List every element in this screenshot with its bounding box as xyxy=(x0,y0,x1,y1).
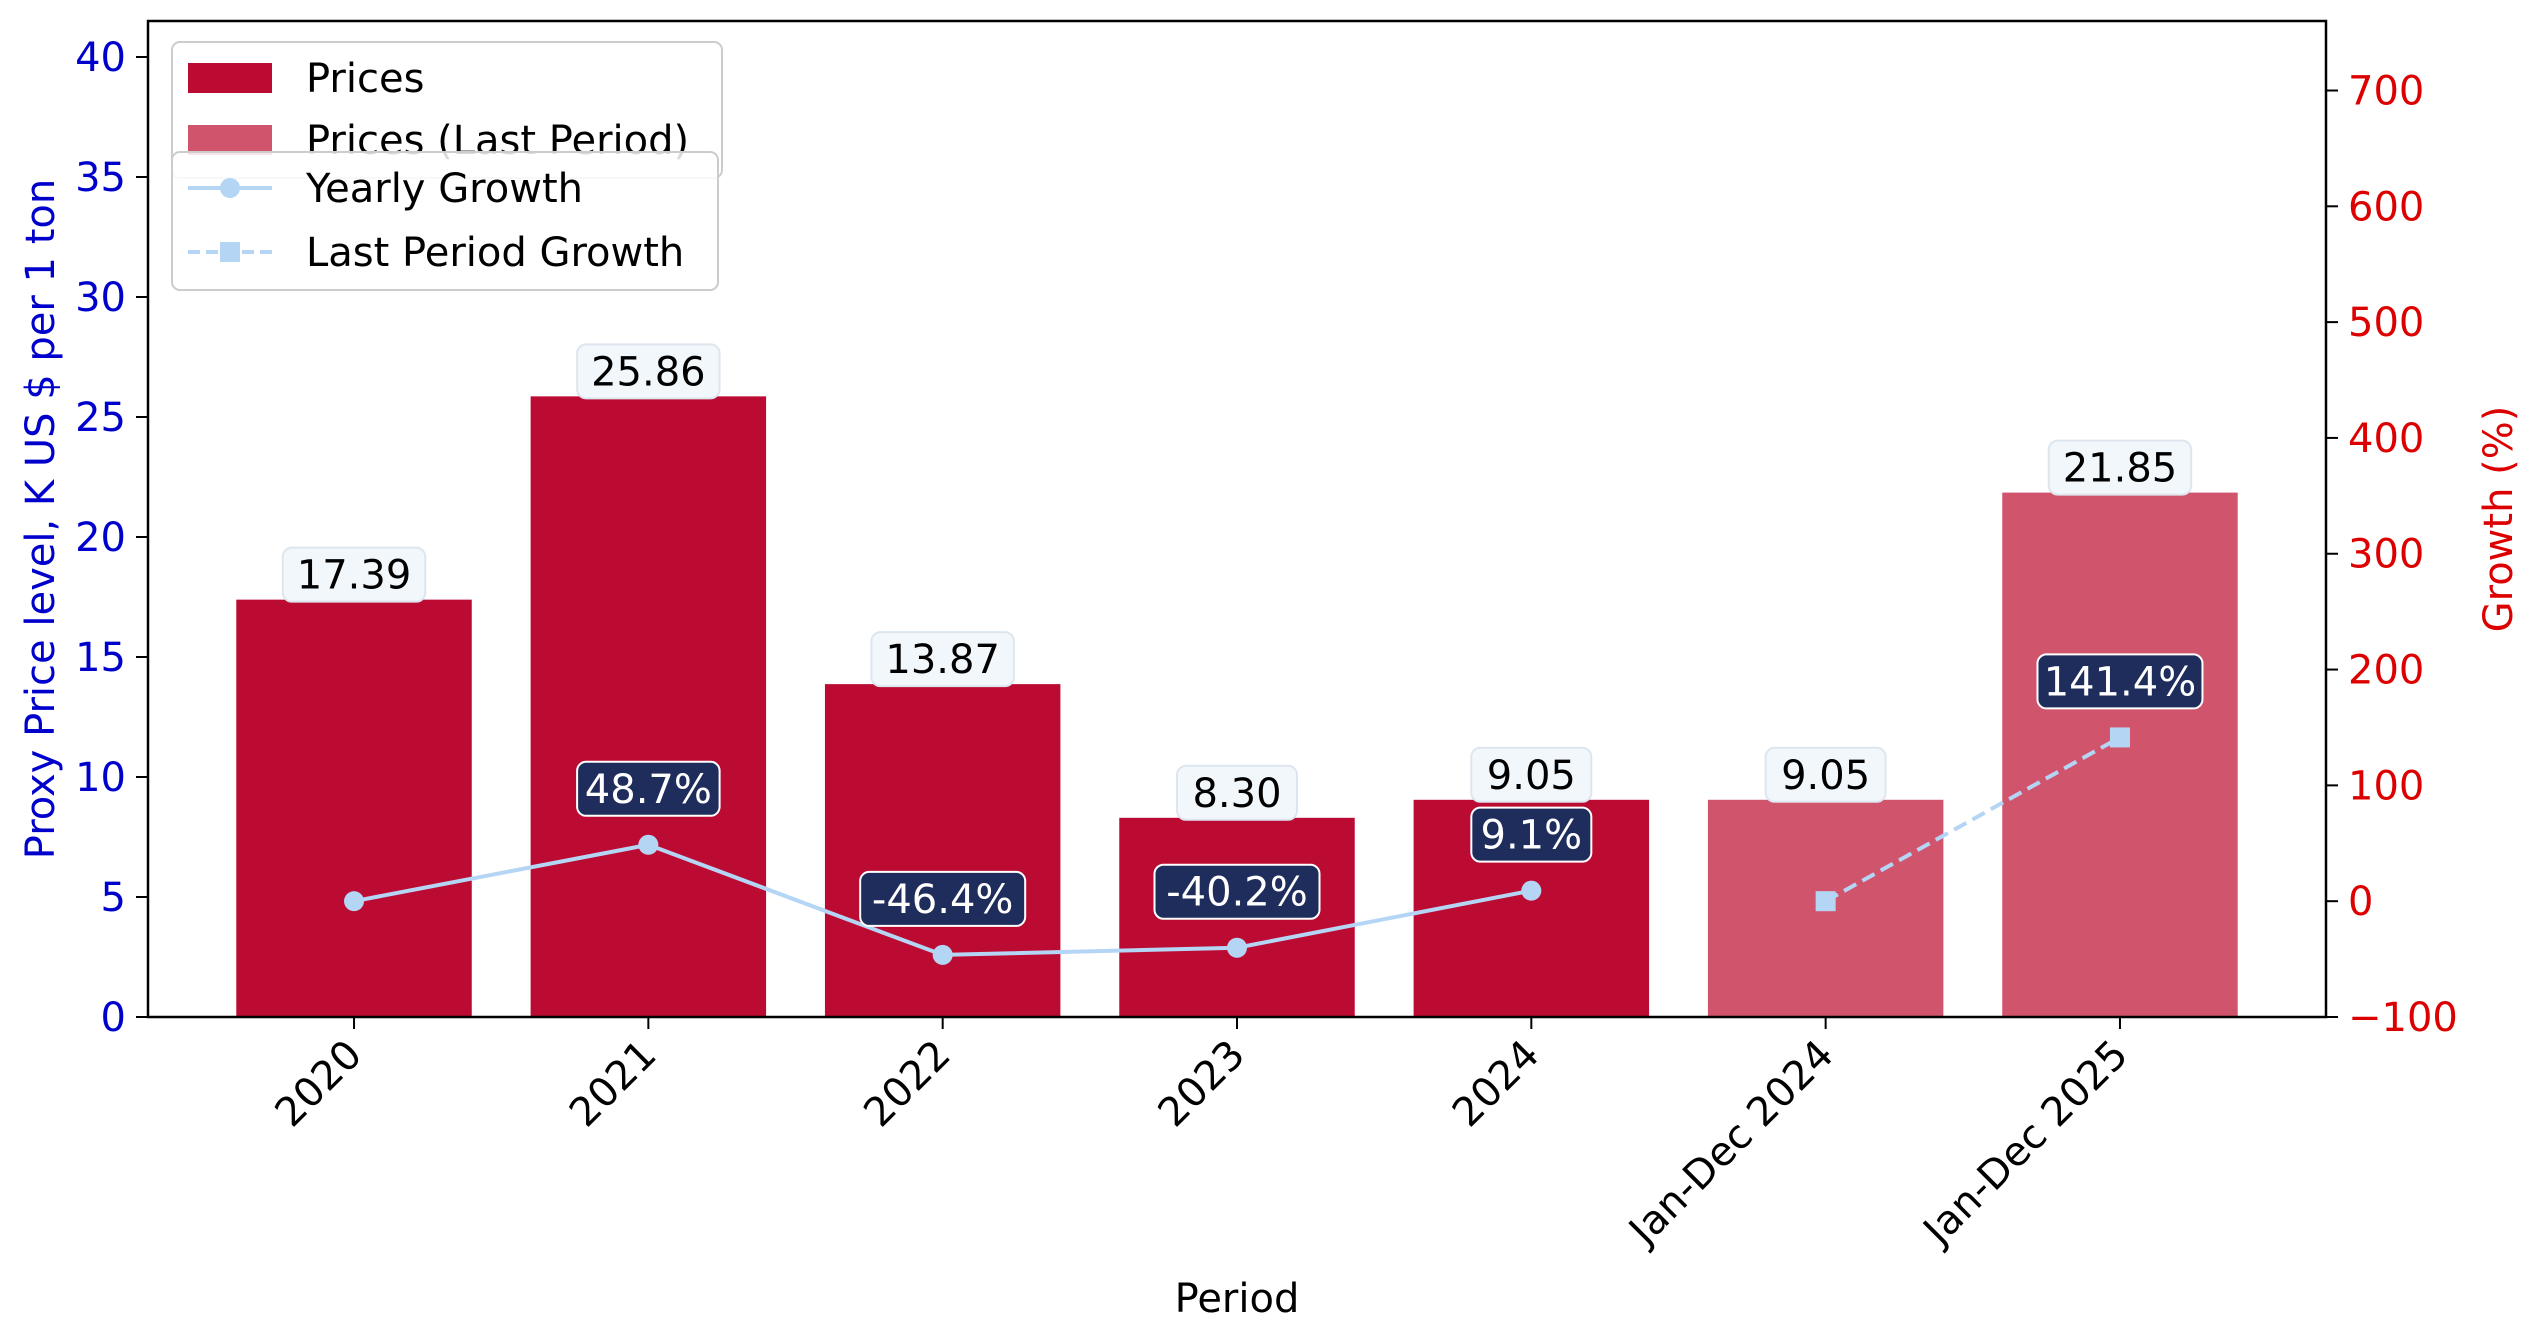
svg-text:17.39: 17.39 xyxy=(297,553,412,599)
price-value-label: 17.39 xyxy=(281,546,427,603)
svg-text:9.05: 9.05 xyxy=(1487,753,1576,799)
last-period-growth-line xyxy=(1824,735,2121,903)
growth-value-label: -40.2% xyxy=(1153,863,1321,920)
svg-text:8.30: 8.30 xyxy=(1192,771,1281,817)
x-tick-label: Jan-Dec 2024 xyxy=(1619,1032,1843,1256)
left-tick-label: 35 xyxy=(75,155,126,201)
price-value-label: 25.86 xyxy=(576,343,721,400)
svg-text:9.1%: 9.1% xyxy=(1481,813,1583,859)
bars-layer xyxy=(236,396,2238,1018)
x-tick-label: 2024 xyxy=(1444,1032,1549,1137)
right-tick-label: 600 xyxy=(2348,184,2424,230)
left-tick-label: 15 xyxy=(75,635,126,681)
left-tick-label: 10 xyxy=(75,755,126,801)
left-axis-title: Proxy Price level, K US $ per 1 ton xyxy=(18,179,64,859)
price-value-label: 13.87 xyxy=(870,631,1015,688)
growth-value-label: 48.7% xyxy=(576,760,721,817)
legend-label: Last Period Growth xyxy=(306,230,684,276)
bar-2021 xyxy=(530,396,767,1017)
left-tick-label: 30 xyxy=(75,275,126,321)
x-axis-title: Period xyxy=(1175,1276,1300,1322)
right-tick-label: 100 xyxy=(2348,763,2424,809)
data-labels-layer: 17.39 25.86 13.87 8.30 9.05 9.05 21.85 48.7% -46… xyxy=(281,343,2204,927)
svg-text:21.85: 21.85 xyxy=(2063,446,2178,492)
growth-value-label: -46.4% xyxy=(859,870,1027,927)
left-tick-label: 20 xyxy=(75,515,126,561)
growth-lines-layer xyxy=(344,727,2130,965)
left-tick-label: 5 xyxy=(101,875,126,921)
growth-marker xyxy=(1227,937,1247,958)
right-tick-label: 500 xyxy=(2348,300,2424,346)
right-tick-label: 400 xyxy=(2348,416,2424,462)
x-tick-label: Jan-Dec 2025 xyxy=(1913,1032,2137,1256)
right-tick-label: 200 xyxy=(2348,648,2424,694)
left-tick-label: 0 xyxy=(101,995,126,1041)
growth-marker xyxy=(344,891,365,912)
svg-text:13.87: 13.87 xyxy=(885,637,1000,683)
growth-marker xyxy=(1521,880,1542,901)
growth-marker xyxy=(2109,727,2130,748)
legend-label: Prices xyxy=(306,56,424,102)
x-tick-label: 2022 xyxy=(855,1032,960,1137)
growth-value-label: 9.1% xyxy=(1470,806,1593,863)
bar-2020 xyxy=(236,599,472,1017)
svg-text:25.86: 25.86 xyxy=(591,349,706,395)
growth-marker xyxy=(932,944,953,965)
growth-value-label: 141.4% xyxy=(2036,653,2204,710)
left-tick-label: 25 xyxy=(75,395,126,441)
growth-marker xyxy=(638,834,659,855)
svg-text:141.4%: 141.4% xyxy=(2044,659,2197,705)
x-tick-label: 2023 xyxy=(1150,1032,1255,1137)
price-value-label: 9.05 xyxy=(1470,746,1593,803)
right-tick-label: −100 xyxy=(2348,995,2458,1041)
price-value-label: 9.05 xyxy=(1764,746,1887,803)
svg-text:-40.2%: -40.2% xyxy=(1166,870,1308,916)
growth-marker xyxy=(1815,891,1836,912)
right-tick-label: 300 xyxy=(2348,532,2424,578)
bar-jan-dec-2025 xyxy=(2002,492,2238,1018)
svg-text:-46.4%: -46.4% xyxy=(872,877,1014,923)
price-value-label: 8.30 xyxy=(1176,764,1298,821)
legend-swatch xyxy=(188,63,272,93)
right-axis-title: Growth (%) xyxy=(2476,406,2522,633)
left-tick-label: 40 xyxy=(75,35,126,81)
right-tick-label: 0 xyxy=(2348,879,2373,925)
svg-text:48.7%: 48.7% xyxy=(585,767,712,813)
legend-label: Yearly Growth xyxy=(305,166,583,212)
price-value-label: 21.85 xyxy=(2047,439,2193,496)
svg-text:9.05: 9.05 xyxy=(1781,753,1870,799)
right-tick-label: 700 xyxy=(2348,68,2424,114)
legend-growth: Yearly Growth Last Period Growth xyxy=(171,151,719,291)
bar-2022 xyxy=(824,684,1061,1017)
x-tick-label: 2021 xyxy=(561,1032,666,1137)
legend-swatch xyxy=(188,125,272,155)
x-tick-label: 2020 xyxy=(267,1032,372,1137)
